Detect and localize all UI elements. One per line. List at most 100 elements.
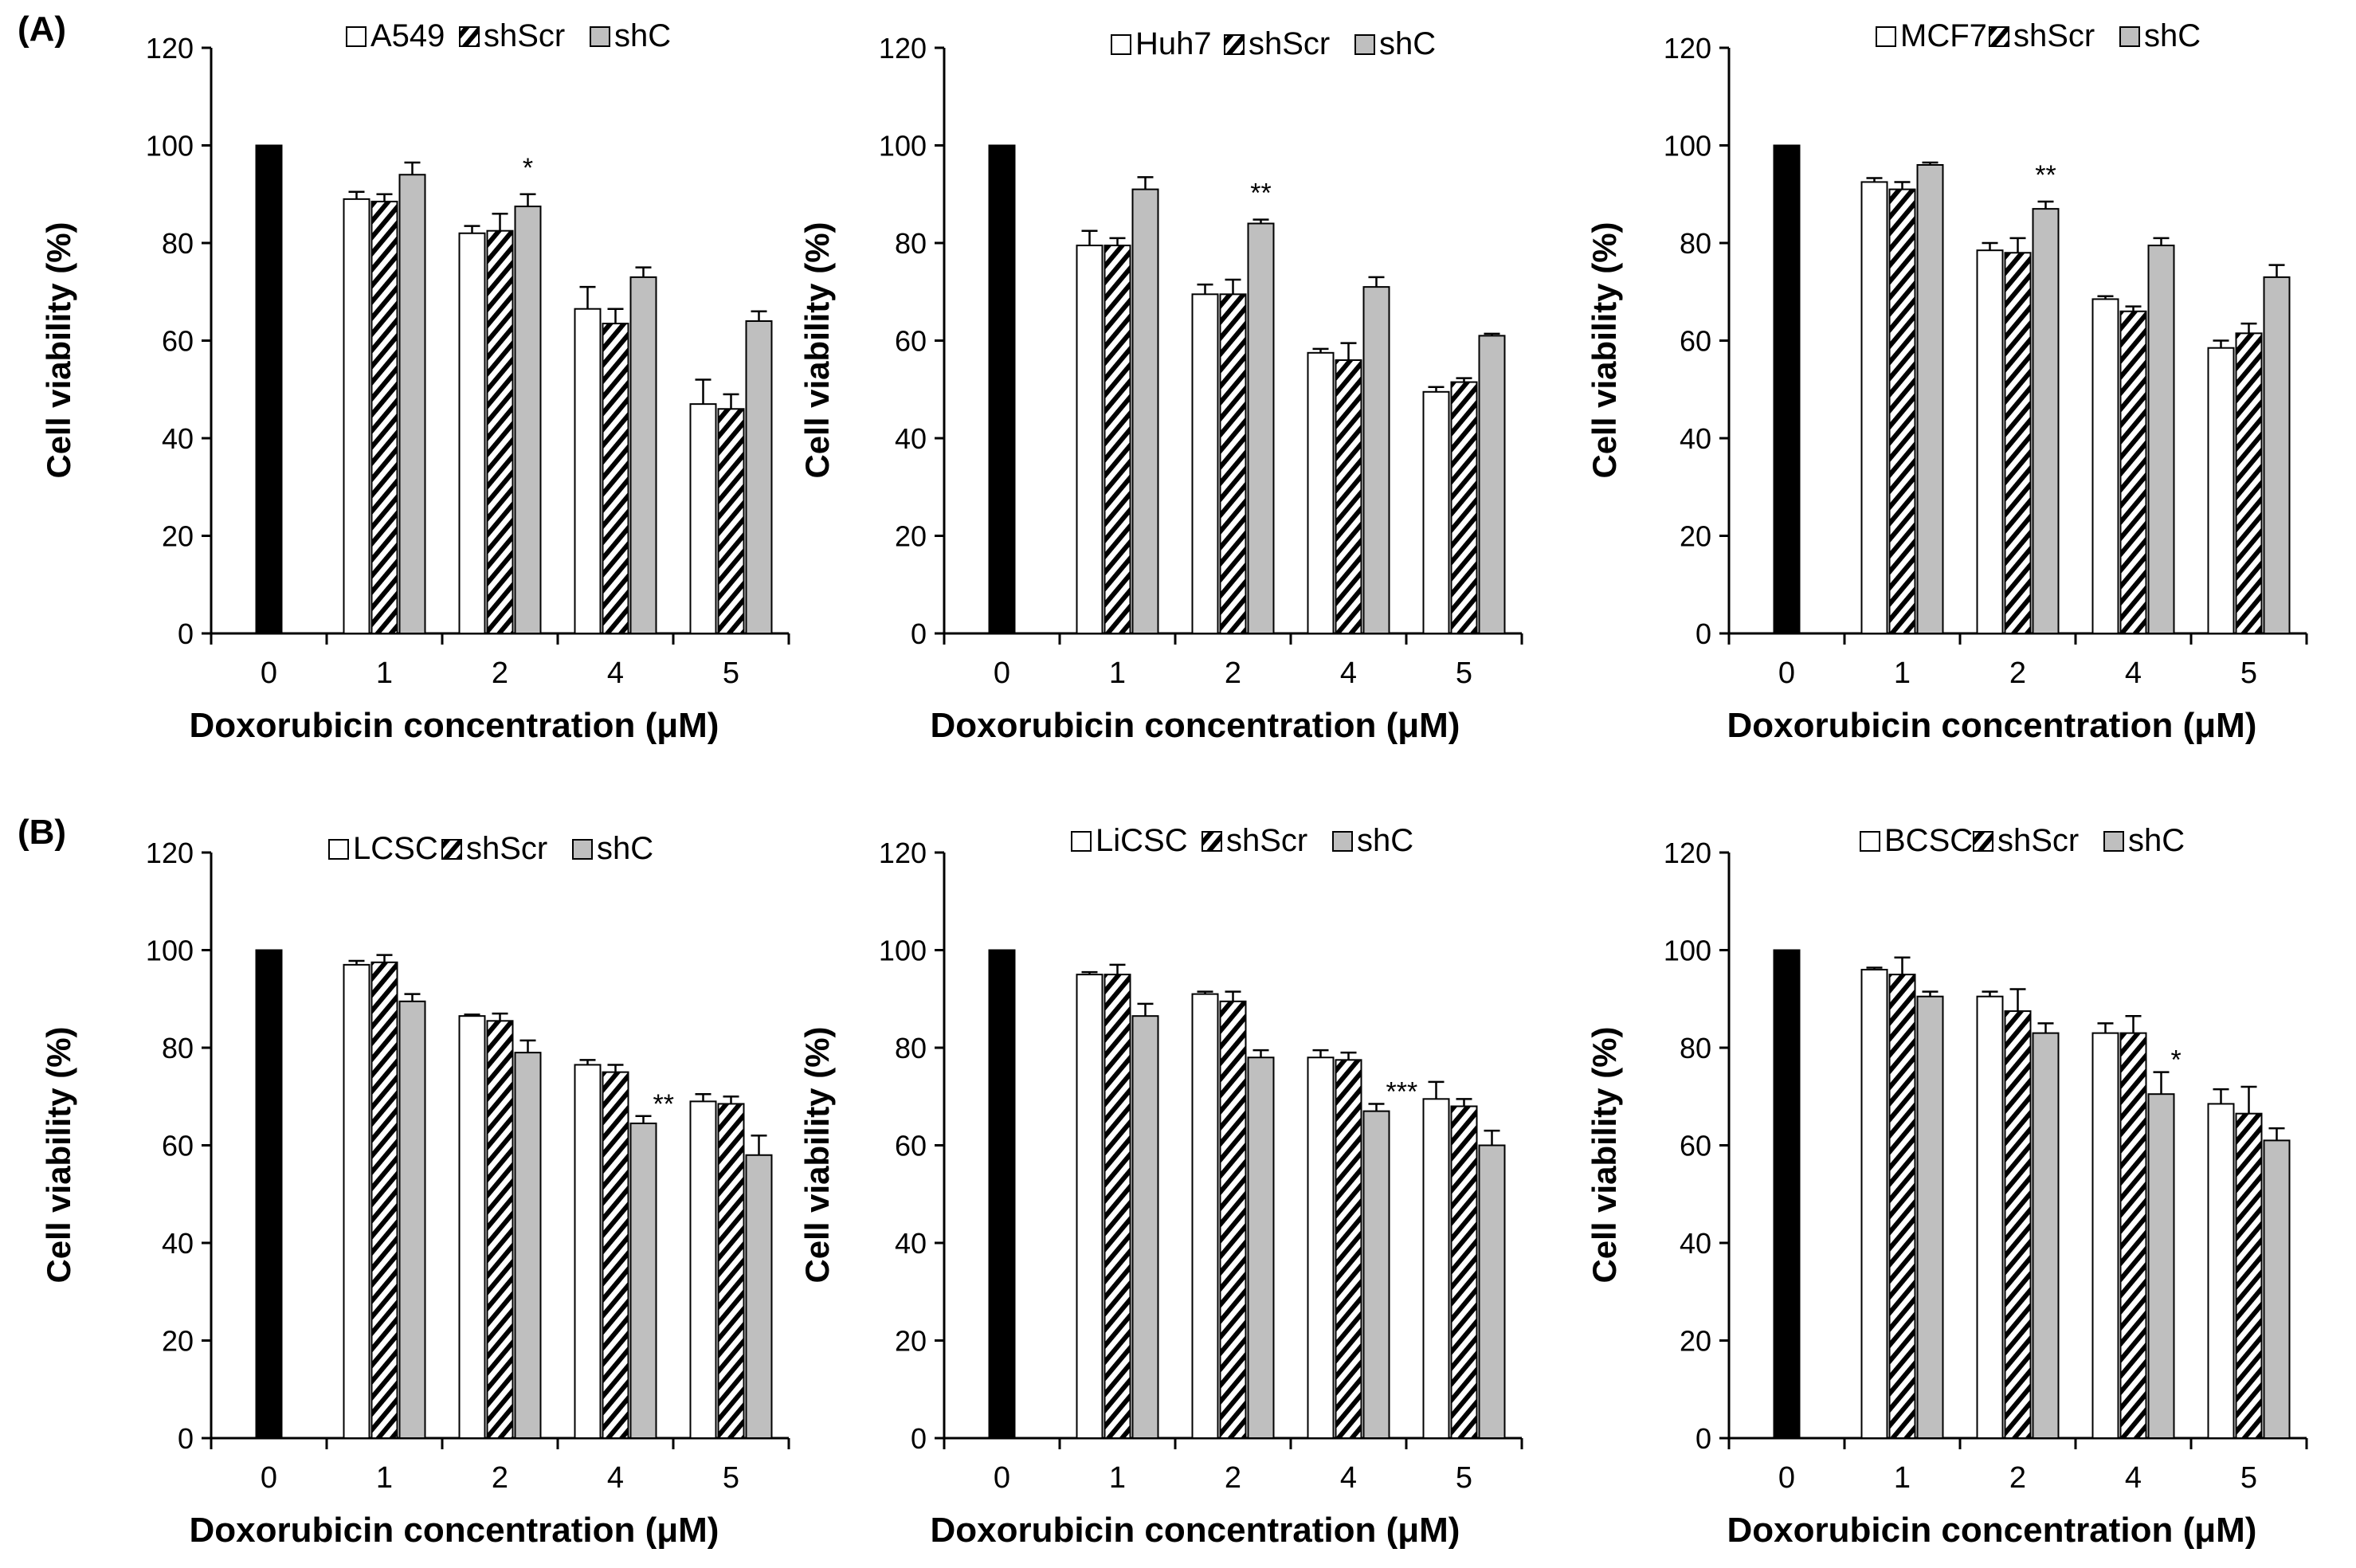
y-tick-label: 0: [911, 617, 927, 650]
bar-shc: [1916, 995, 1944, 1439]
y-tick-label: 100: [879, 130, 927, 163]
y-axis-label: Cell viability (%): [1586, 221, 1623, 478]
y-tick-label: 40: [895, 422, 927, 455]
significance-marker: *: [2171, 1045, 2182, 1076]
x-tick-label: 5: [723, 1461, 739, 1495]
bar-parental: [458, 232, 486, 634]
significance-marker: **: [2035, 160, 2056, 190]
bar-parental: [1307, 1056, 1335, 1439]
y-tick-label: 60: [1680, 1130, 1711, 1162]
y-tick-label: 120: [879, 837, 927, 869]
bar-shc: [629, 276, 657, 634]
y-axis-label: Cell viability (%): [1586, 1026, 1623, 1283]
legend-label: A549: [370, 18, 445, 53]
chart-2: 0 20 40 60 80 100 120 Cell viability (%) 0 1 2 4 5 Do…: [798, 26, 1523, 745]
x-tick-label: 2: [492, 1461, 508, 1495]
legend-swatch-shc: [590, 26, 610, 47]
x-tick-label: 4: [1340, 657, 1357, 690]
y-tick-label: 20: [162, 520, 194, 553]
legend-swatch-shscr: [1989, 26, 2009, 47]
panel-label-b: (B): [18, 813, 67, 852]
y-tick-label: 20: [1680, 520, 1711, 553]
y-axis-label: Cell viability (%): [798, 221, 836, 478]
y-axis-label: Cell viability (%): [40, 1026, 77, 1283]
legend-label: shScr: [1226, 823, 1307, 858]
bar-control: [255, 949, 283, 1439]
legend-label: shC: [614, 18, 671, 53]
y-tick-label: 60: [1680, 325, 1711, 358]
x-tick-label: 0: [994, 1461, 1010, 1495]
legend-swatch-shc: [1332, 831, 1353, 852]
legend-swatch-parental: [346, 26, 367, 47]
legend-swatch-shscr: [1973, 831, 1993, 852]
bar-parental: [2091, 1032, 2119, 1439]
chart-5: 0 20 40 60 80 100 120 Cell viability (%) 0 1 2 4 5 Do…: [798, 823, 1523, 1550]
y-tick-label: 60: [895, 1130, 927, 1162]
x-tick-label: 0: [994, 657, 1010, 690]
bar-shc: [514, 1052, 542, 1439]
bar-parental: [1191, 993, 1219, 1439]
x-tick-label: 0: [261, 1461, 277, 1495]
bar-shscr: [1104, 245, 1131, 634]
significance-marker: ***: [1386, 1076, 1418, 1107]
bar-shc: [2147, 1093, 2175, 1439]
legend-swatch-shscr: [1202, 831, 1222, 852]
x-tick-label: 1: [1894, 1461, 1911, 1495]
bar-parental: [343, 198, 370, 634]
y-tick-label: 60: [162, 1130, 194, 1162]
bar-shc: [514, 206, 542, 634]
bar-control: [988, 949, 1016, 1439]
bar-shc: [1247, 222, 1275, 634]
bar-parental: [1976, 249, 2004, 634]
bar-parental: [2091, 298, 2119, 634]
bar-shscr: [1219, 293, 1247, 634]
bar-shscr: [1104, 974, 1131, 1439]
bar-shscr: [370, 200, 398, 634]
legend-swatch-shc: [1354, 34, 1375, 55]
legend-swatch-shscr: [441, 839, 462, 860]
legend-swatch-parental: [1111, 34, 1131, 55]
bar-shscr: [602, 323, 629, 634]
y-tick-label: 80: [162, 227, 194, 260]
significance-marker: **: [653, 1089, 674, 1119]
legend-swatch-parental: [1876, 26, 1896, 47]
bar-parental: [1860, 181, 1888, 634]
x-axis-label: Doxorubicin concentration (μM): [1727, 706, 2257, 745]
y-tick-label: 120: [1664, 837, 1711, 869]
bar-shc: [745, 320, 773, 634]
x-tick-label: 4: [2125, 1461, 2142, 1495]
y-tick-label: 80: [162, 1032, 194, 1064]
bar-parental: [689, 1100, 717, 1439]
bar-parental: [1422, 1098, 1450, 1439]
chart-1: 0 20 40 60 80 100 120 Cell viability (%) 0 1 2 4 5Do…: [40, 18, 790, 745]
y-tick-label: 0: [1695, 617, 1711, 650]
legend-label: shC: [1379, 26, 1436, 61]
bar-shscr: [1335, 359, 1362, 634]
y-tick-label: 40: [1680, 422, 1711, 455]
x-tick-label: 5: [1456, 657, 1472, 690]
bar-shscr: [1335, 1059, 1362, 1439]
bar-control: [988, 144, 1016, 634]
bar-shscr: [2004, 1010, 2032, 1439]
x-tick-label: 1: [1894, 657, 1911, 690]
x-tick-label: 1: [1109, 657, 1126, 690]
bar-shscr: [486, 1020, 514, 1439]
legend-swatch-parental: [1860, 831, 1880, 852]
x-tick-label: 2: [1225, 1461, 1241, 1495]
legend-label: MCF7: [1900, 18, 1987, 53]
bar-parental: [1076, 245, 1104, 634]
y-tick-label: 120: [879, 32, 927, 65]
y-tick-label: 60: [162, 325, 194, 358]
x-tick-label: 0: [1778, 1461, 1795, 1495]
bar-parental: [1307, 351, 1335, 634]
y-tick-label: 40: [162, 422, 194, 455]
bar-control: [1773, 144, 1801, 634]
bar-shscr: [486, 229, 514, 634]
bar-shc: [2147, 245, 2175, 634]
bar-parental: [1860, 969, 1888, 1439]
x-tick-label: 5: [723, 657, 739, 690]
significance-marker: *: [523, 153, 533, 183]
y-tick-label: 0: [911, 1422, 927, 1455]
y-tick-label: 20: [1680, 1325, 1711, 1358]
legend-label: Huh7: [1135, 26, 1212, 61]
